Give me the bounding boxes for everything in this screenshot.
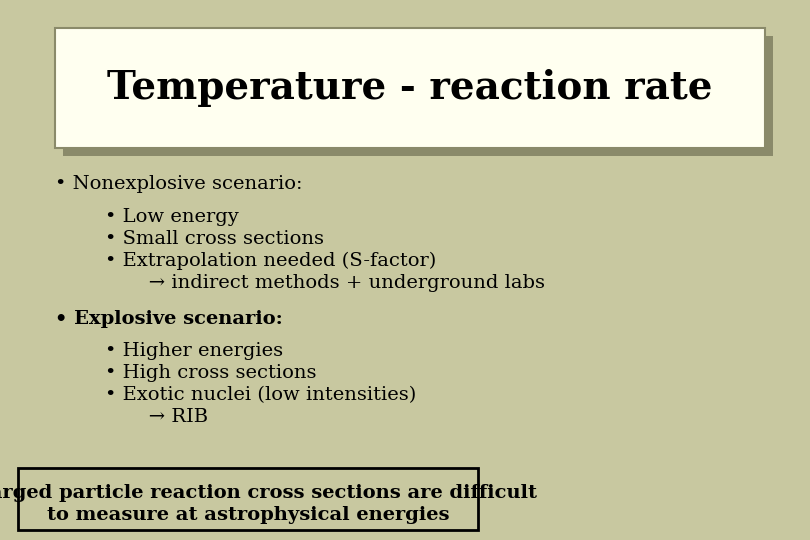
- Text: → RIB: → RIB: [105, 408, 208, 426]
- Text: • Low energy: • Low energy: [105, 208, 239, 226]
- Text: • Nonexplosive scenario:: • Nonexplosive scenario:: [55, 175, 302, 193]
- Text: • High cross sections: • High cross sections: [105, 364, 317, 382]
- Text: • Extrapolation needed (S-factor): • Extrapolation needed (S-factor): [105, 252, 437, 270]
- Text: Temperature - reaction rate: Temperature - reaction rate: [107, 69, 713, 107]
- Text: • Small cross sections: • Small cross sections: [105, 230, 324, 248]
- Text: Charged particle reaction cross sections are difficult: Charged particle reaction cross sections…: [0, 484, 536, 502]
- Text: • Exotic nuclei (low intensities): • Exotic nuclei (low intensities): [105, 386, 416, 404]
- Text: to measure at astrophysical energies: to measure at astrophysical energies: [47, 506, 450, 524]
- FancyBboxPatch shape: [63, 36, 773, 156]
- Text: • Explosive scenario:: • Explosive scenario:: [55, 310, 283, 328]
- Text: • Higher energies: • Higher energies: [105, 342, 284, 360]
- Text: → indirect methods + underground labs: → indirect methods + underground labs: [105, 274, 545, 292]
- FancyBboxPatch shape: [55, 28, 765, 148]
- FancyBboxPatch shape: [18, 468, 478, 530]
